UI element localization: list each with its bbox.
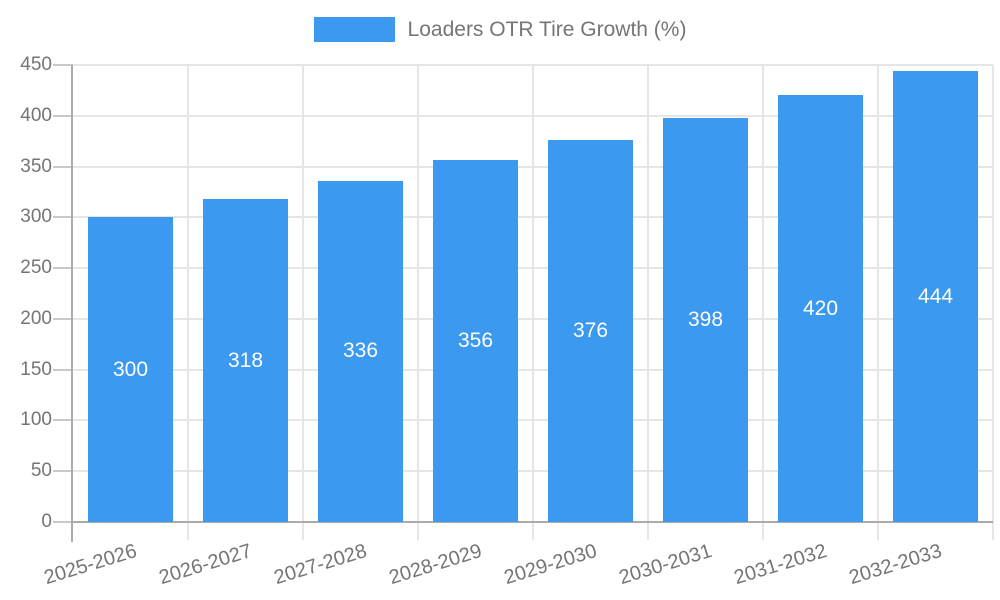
bar-2032-2033[interactable] — [893, 71, 978, 522]
y-axis-label-400: 400 — [20, 104, 52, 126]
h-gridline — [73, 419, 993, 422]
v-gridline — [417, 65, 419, 540]
h-gridline — [73, 470, 993, 473]
y-axis-label-100: 100 — [20, 409, 52, 431]
legend-swatch — [313, 17, 395, 42]
y-tick — [53, 470, 73, 473]
h-gridline — [73, 267, 993, 270]
y-tick — [53, 267, 73, 270]
y-axis-line — [71, 65, 73, 542]
v-gridline — [992, 65, 994, 540]
y-tick — [53, 64, 73, 66]
y-tick — [53, 114, 73, 117]
bar-2027-2028[interactable] — [318, 180, 403, 522]
y-tick — [53, 368, 73, 371]
y-axis-label-50: 50 — [30, 460, 52, 482]
y-axis-label-300: 300 — [20, 206, 52, 228]
bar-2030-2031[interactable] — [663, 117, 748, 522]
h-gridline — [73, 64, 993, 66]
h-gridline — [73, 114, 993, 117]
v-gridline — [532, 65, 534, 540]
bar-2029-2030[interactable] — [548, 140, 633, 522]
v-gridline — [302, 65, 304, 540]
v-gridline — [877, 65, 879, 540]
v-gridline — [762, 65, 764, 540]
bar-value-label: 356 — [457, 329, 494, 353]
y-tick — [53, 317, 73, 320]
y-axis-label-150: 150 — [20, 358, 52, 380]
v-gridline — [647, 65, 649, 540]
y-tick — [53, 419, 73, 422]
y-tick — [53, 216, 73, 219]
y-tick — [53, 521, 73, 523]
bar-value-label: 318 — [227, 348, 264, 372]
bar-2028-2029[interactable] — [433, 160, 518, 522]
bar-value-label: 398 — [687, 307, 724, 331]
x-axis-line — [71, 521, 993, 523]
h-gridline — [73, 165, 993, 168]
bar-value-label: 300 — [112, 357, 149, 381]
legend-label: Loaders OTR Tire Growth (%) — [407, 17, 687, 41]
h-gridline — [73, 368, 993, 371]
y-axis-label-450: 450 — [20, 54, 52, 75]
bar-value-label: 336 — [342, 339, 379, 363]
bar-2031-2032[interactable] — [778, 95, 863, 522]
y-tick — [53, 165, 73, 168]
y-axis-label-350: 350 — [20, 155, 52, 177]
y-axis-label-250: 250 — [20, 257, 52, 279]
bar-2025-2026[interactable] — [88, 217, 173, 522]
h-gridline — [73, 216, 993, 219]
legend[interactable]: Loaders OTR Tire Growth (%) — [0, 17, 1000, 42]
y-axis-label-0: 0 — [41, 511, 52, 532]
bar-2026-2027[interactable] — [203, 199, 288, 522]
bar-value-label: 444 — [917, 284, 954, 308]
y-axis-label-200: 200 — [20, 307, 52, 329]
v-gridline — [187, 65, 189, 540]
h-gridline — [73, 317, 993, 320]
bar-value-label: 420 — [802, 296, 839, 320]
bar-value-label: 376 — [572, 319, 609, 343]
